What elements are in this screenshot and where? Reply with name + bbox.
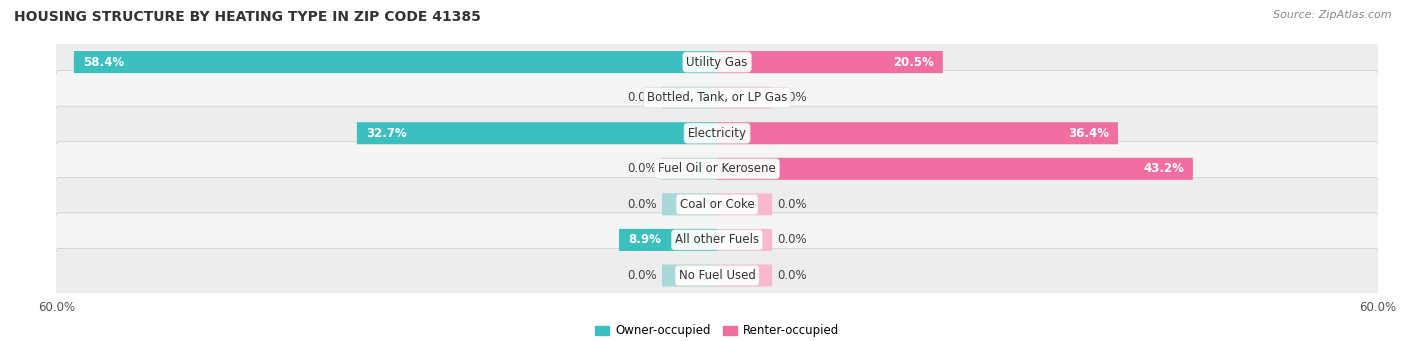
Text: Fuel Oil or Kerosene: Fuel Oil or Kerosene xyxy=(658,162,776,175)
FancyBboxPatch shape xyxy=(662,193,717,216)
Legend: Owner-occupied, Renter-occupied: Owner-occupied, Renter-occupied xyxy=(591,320,844,341)
FancyBboxPatch shape xyxy=(717,265,772,286)
Text: No Fuel Used: No Fuel Used xyxy=(679,269,755,282)
Text: 0.0%: 0.0% xyxy=(627,162,657,175)
Text: 0.0%: 0.0% xyxy=(778,198,807,211)
Text: Utility Gas: Utility Gas xyxy=(686,56,748,69)
Text: All other Fuels: All other Fuels xyxy=(675,234,759,247)
FancyBboxPatch shape xyxy=(55,249,1379,302)
FancyBboxPatch shape xyxy=(662,158,717,180)
Text: Electricity: Electricity xyxy=(688,127,747,140)
Text: 0.0%: 0.0% xyxy=(778,234,807,247)
Text: 43.2%: 43.2% xyxy=(1143,162,1184,175)
FancyBboxPatch shape xyxy=(717,229,772,251)
FancyBboxPatch shape xyxy=(717,158,1192,180)
FancyBboxPatch shape xyxy=(357,122,717,144)
FancyBboxPatch shape xyxy=(55,35,1379,89)
FancyBboxPatch shape xyxy=(619,229,717,251)
FancyBboxPatch shape xyxy=(662,265,717,286)
FancyBboxPatch shape xyxy=(662,87,717,109)
FancyBboxPatch shape xyxy=(717,193,772,216)
Text: 0.0%: 0.0% xyxy=(778,269,807,282)
FancyBboxPatch shape xyxy=(717,87,772,109)
Text: Bottled, Tank, or LP Gas: Bottled, Tank, or LP Gas xyxy=(647,91,787,104)
Text: HOUSING STRUCTURE BY HEATING TYPE IN ZIP CODE 41385: HOUSING STRUCTURE BY HEATING TYPE IN ZIP… xyxy=(14,10,481,24)
FancyBboxPatch shape xyxy=(55,71,1379,125)
Text: Source: ZipAtlas.com: Source: ZipAtlas.com xyxy=(1274,10,1392,20)
FancyBboxPatch shape xyxy=(55,177,1379,232)
Text: 58.4%: 58.4% xyxy=(83,56,124,69)
FancyBboxPatch shape xyxy=(55,213,1379,267)
Text: 36.4%: 36.4% xyxy=(1069,127,1109,140)
Text: 0.0%: 0.0% xyxy=(778,91,807,104)
FancyBboxPatch shape xyxy=(55,142,1379,196)
FancyBboxPatch shape xyxy=(55,106,1379,160)
FancyBboxPatch shape xyxy=(75,51,717,73)
FancyBboxPatch shape xyxy=(717,122,1118,144)
Text: 0.0%: 0.0% xyxy=(627,198,657,211)
Text: 32.7%: 32.7% xyxy=(366,127,406,140)
Text: 20.5%: 20.5% xyxy=(893,56,934,69)
Text: 0.0%: 0.0% xyxy=(627,91,657,104)
Text: 0.0%: 0.0% xyxy=(627,269,657,282)
FancyBboxPatch shape xyxy=(717,51,943,73)
Text: 8.9%: 8.9% xyxy=(628,234,661,247)
Text: Coal or Coke: Coal or Coke xyxy=(679,198,755,211)
